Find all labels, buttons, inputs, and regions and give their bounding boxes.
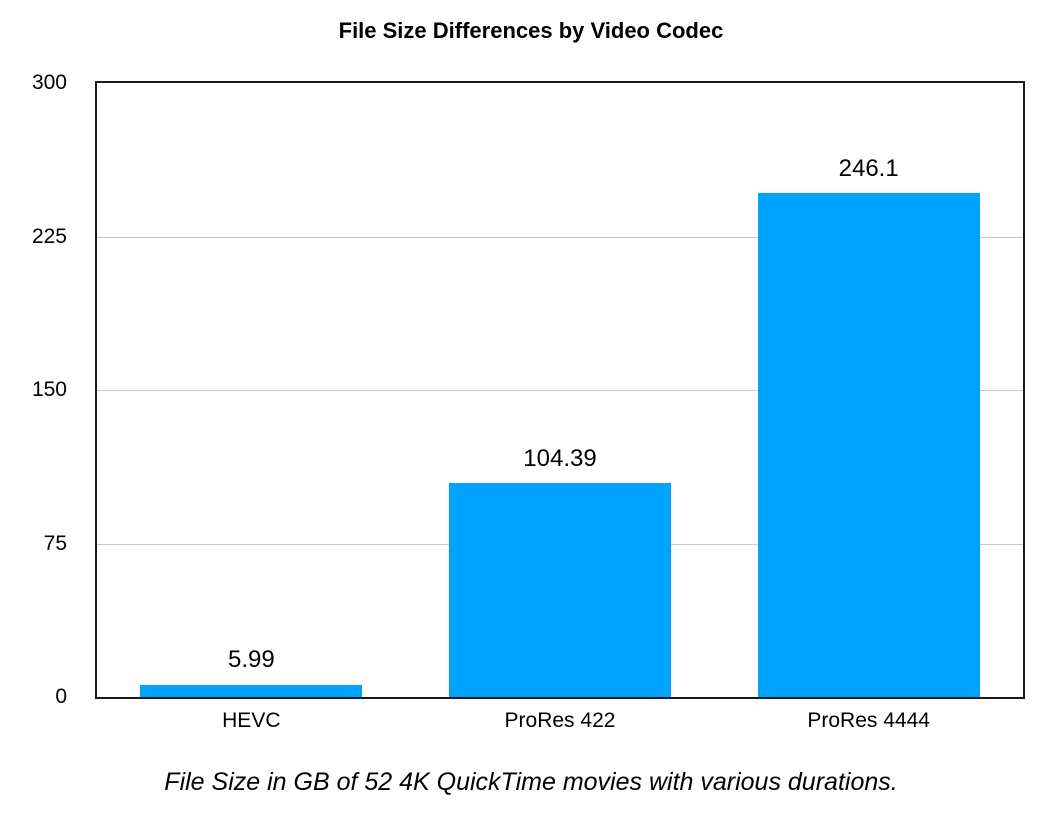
x-tick-label-prores-4444: ProRes 4444	[807, 709, 930, 732]
bars-layer: 5.99 104.39 246.1	[97, 83, 1023, 697]
bar-prores-4444	[757, 193, 980, 697]
y-tick-label-75: 75	[43, 531, 67, 555]
value-label-hevc: 5.99	[227, 646, 275, 674]
x-tick-label-prores-422: ProRes 422	[504, 709, 616, 732]
x-tick-label-hevc: HEVC	[222, 709, 281, 732]
bar-prores-422	[448, 483, 672, 697]
gridline-225	[97, 236, 1023, 238]
bar-hevc	[140, 684, 363, 697]
y-tick-label-300: 300	[31, 71, 67, 94]
plot-area: 5.99 104.39 246.1	[95, 81, 1025, 699]
chart-title: File Size Differences by Video Codec	[338, 18, 724, 43]
value-label-prores-422: 104.39	[523, 444, 597, 472]
y-tick-label-225: 225	[31, 224, 67, 248]
y-tick-label-150: 150	[31, 378, 67, 401]
value-label-prores-4444: 246.1	[838, 154, 899, 182]
chart-caption: File Size in GB of 52 4K QuickTime movie…	[164, 768, 898, 796]
gridline-150	[97, 390, 1023, 391]
y-tick-label-0: 0	[55, 685, 67, 708]
